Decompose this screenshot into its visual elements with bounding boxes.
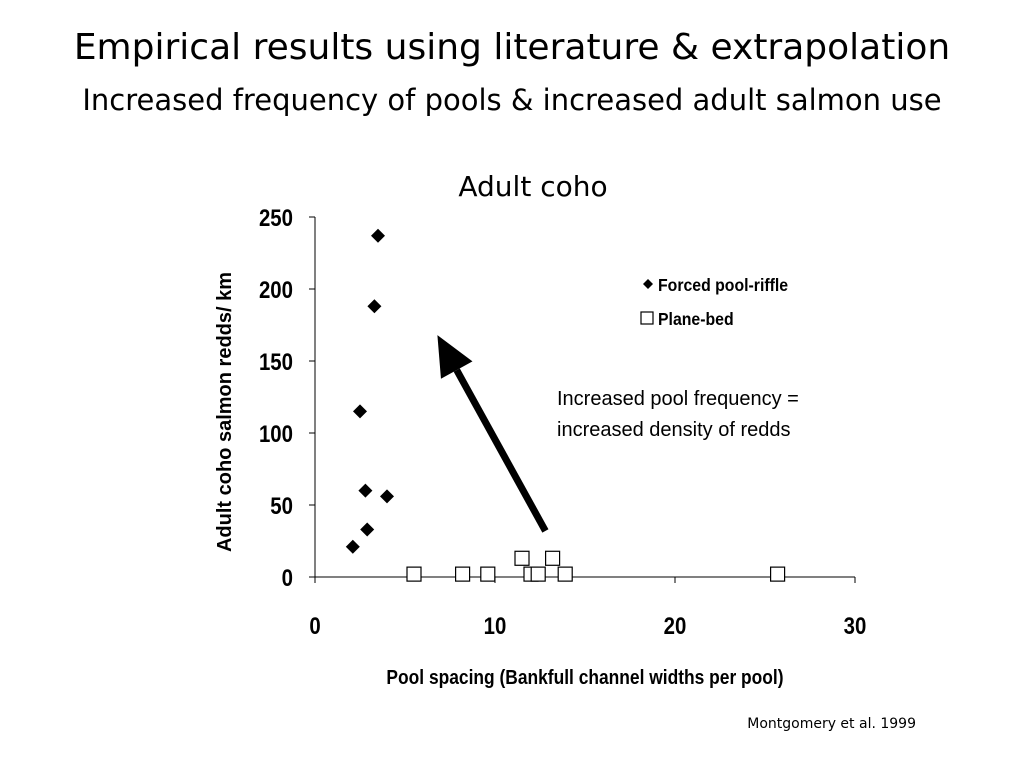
point-plane-bed [557,566,573,582]
annotation-line-2: increased density of redds [557,419,790,441]
legend-label-forced-pool-riffle: Forced pool-riffle [658,275,788,295]
axes [309,216,856,583]
tick-labels: 0 50 100 150 200 250 0 10 20 30 [259,204,866,639]
point-forced-pool-riffle [380,489,394,504]
x-tick-label: 0 [309,612,320,639]
y-tick-label: 150 [259,348,293,375]
legend: Forced pool-riffle Plane-bed [640,275,788,329]
legend-diamond-marker [643,279,653,289]
x-axis-label: Pool spacing (Bankfull channel widths pe… [386,666,783,688]
y-tick-label: 250 [259,204,293,231]
x-tick-label: 30 [844,612,867,639]
point-forced-pool-riffle [367,299,382,314]
x-tick-label: 20 [664,612,687,639]
y-tick-label: 0 [282,564,293,591]
trend-arrow [437,335,549,533]
point-forced-pool-riffle [371,228,385,243]
point-plane-bed [530,566,546,582]
legend-square-marker [640,311,654,325]
annotation: Increased pool frequency = increased den… [557,388,799,441]
point-plane-bed [544,550,561,566]
point-plane-bed [769,566,786,582]
citation: Montgomery et al. 1999 [747,716,916,732]
point-forced-pool-riffle [353,404,367,419]
y-tick-label: 200 [259,276,293,303]
y-tick-label: 100 [259,420,293,447]
annotation-line-1: Increased pool frequency = [557,388,799,410]
data-points [345,228,786,582]
legend-label-plane-bed: Plane-bed [658,309,734,329]
chart-title: Adult coho [458,170,607,203]
arrow-shaft [453,368,549,533]
slide-title: Empirical results using literature & ext… [73,27,951,68]
point-plane-bed [455,566,471,582]
point-plane-bed [514,550,530,566]
point-forced-pool-riffle [358,483,373,498]
y-tick-label: 50 [270,492,293,519]
arrow-head [437,335,473,379]
y-axis-label: Adult coho salmon redds/ km [214,272,236,552]
point-plane-bed [406,566,422,582]
point-plane-bed [480,566,496,582]
point-forced-pool-riffle [360,522,375,537]
slide-subtitle: Increased frequency of pools & increased… [82,83,942,117]
point-forced-pool-riffle [345,539,360,554]
x-tick-label: 10 [484,612,507,639]
